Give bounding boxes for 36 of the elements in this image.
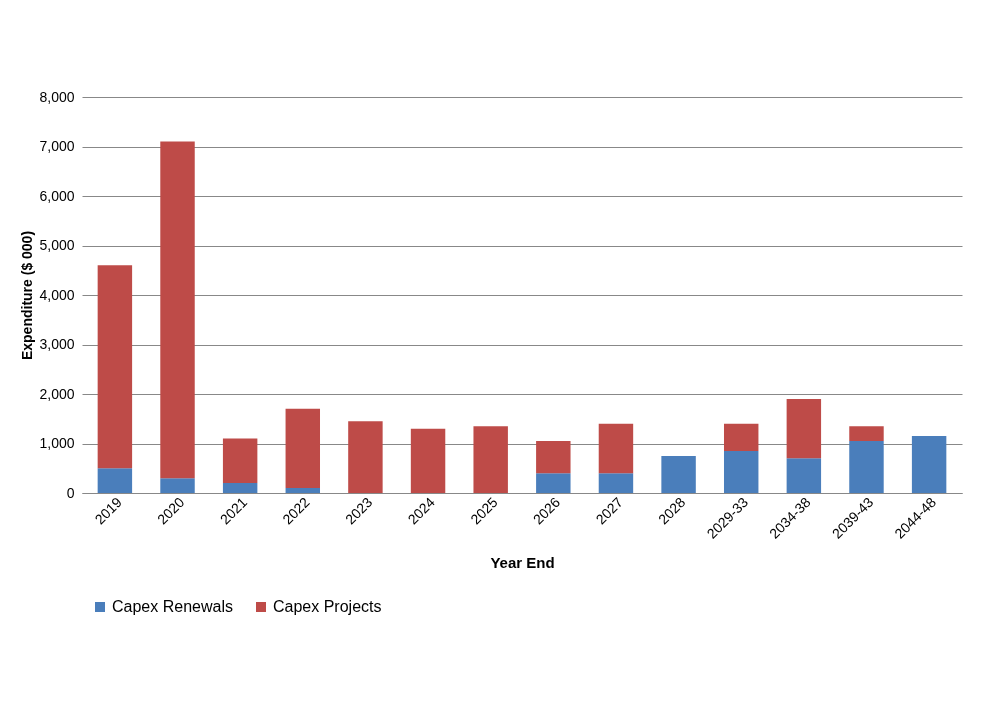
bar [598,423,634,474]
bar [160,141,195,479]
bar [97,265,133,469]
bar [911,436,947,493]
bar [849,426,884,442]
bar [222,438,258,484]
bar [849,441,884,493]
bar [285,488,321,493]
bar [222,483,258,493]
bar [536,441,571,474]
bar [348,421,383,493]
bar [97,468,133,493]
bar [786,398,822,459]
legend-label: Capex Projects [273,598,382,615]
bar [536,473,571,493]
bar [723,423,759,451]
y-tick-label: 5,000 [39,237,75,253]
y-tick-label: 3,000 [39,336,75,352]
bar [723,450,759,493]
bar [160,478,195,493]
y-tick-label: 6,000 [39,187,75,204]
y-tick-label: 2,000 [39,385,75,402]
bar [410,428,446,493]
bar [285,408,321,489]
y-tick-label: 0 [66,484,75,501]
bar [786,458,822,493]
y-tick-label: 7,000 [39,138,75,154]
y-tick-label: 4,000 [39,286,75,303]
bar [661,455,696,493]
y-axis-title: Expenditure ($ 000) [19,230,36,361]
y-tick-label: 1,000 [39,435,75,451]
bar [598,473,634,493]
legend-label: Capex Renewals [112,598,233,615]
x-axis-title: Year End [490,553,555,571]
bar [473,426,508,493]
y-tick-label: 8,000 [39,88,75,105]
